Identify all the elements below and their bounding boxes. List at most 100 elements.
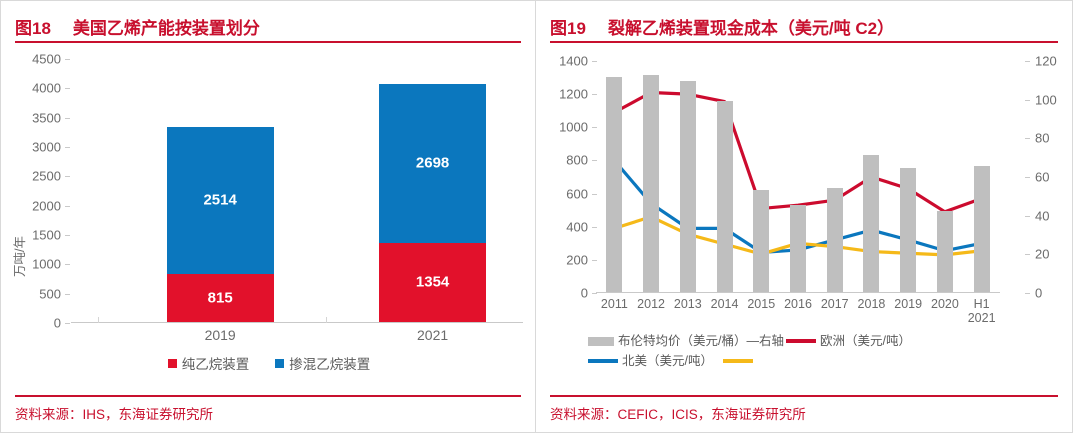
right-chart-bar[interactable] <box>826 187 843 292</box>
right-chart-left-tick-mark <box>592 293 597 294</box>
right-chart-left-tick-mark <box>592 94 597 96</box>
left-chart-y-tick-mark <box>65 264 70 266</box>
right-chart-bar[interactable] <box>716 100 733 292</box>
figure-19-title: 裂解乙烯装置现金成本（美元/吨 C2） <box>607 18 895 38</box>
right-chart-legend-row-2: 北美（美元/吨） <box>588 351 1058 371</box>
right-chart-x-tick-label: 2018 <box>857 297 886 311</box>
right-chart-left-tick-label: 800 <box>566 152 588 168</box>
left-chart-y-axis: 0 500 1000 1500 2000 2500 3000 3500 4000 4500 <box>15 45 70 345</box>
left-chart-bar-2021[interactable]: 1354 2698 <box>379 58 487 322</box>
right-chart-left-tick-mark <box>592 226 597 228</box>
right-chart-left-tick-label: 400 <box>566 219 588 235</box>
north-america-line-swatch-icon <box>588 359 618 363</box>
left-chart-y-tick-mark <box>65 59 70 60</box>
fourth-line-swatch-icon <box>722 359 753 363</box>
left-chart-segment-blended-ethane[interactable]: 2698 <box>379 84 487 243</box>
right-chart-line-series-path <box>612 90 984 214</box>
right-chart-right-tick-label: 40 <box>1035 208 1050 224</box>
right-chart-x-tick-label: 2014 <box>710 297 739 311</box>
left-chart-y-tick-mark <box>65 88 70 90</box>
legend-label-brent: 布伦特均价（美元/桶）—右轴 <box>618 334 784 348</box>
right-chart-bar[interactable] <box>863 154 880 292</box>
left-chart-y-tick-label: 0 <box>53 315 61 331</box>
left-chart-legend-item[interactable]: 纯乙烷装置 <box>167 353 249 373</box>
left-chart-plot-area: 815 2514 1354 2698 <box>71 59 523 323</box>
right-chart-right-y-axis: 0 20 40 60 80 100 120 <box>1023 45 1069 345</box>
right-chart-left-tick-label: 1400 <box>559 53 588 69</box>
left-chart-segment-pure-ethane[interactable]: 1354 <box>379 242 487 322</box>
brent-bar-swatch-icon <box>588 336 614 346</box>
legend-label-north-america: 北美（美元/吨） <box>622 354 713 368</box>
left-chart-segment-blended-ethane[interactable]: 2514 <box>166 126 274 275</box>
right-chart-bar[interactable] <box>679 81 696 292</box>
right-chart-x-tick-label: 2016 <box>784 297 812 311</box>
right-chart-right-tick-mark <box>1025 254 1030 256</box>
right-chart-bar[interactable] <box>606 77 623 292</box>
figure-19-source-rule <box>550 395 1058 397</box>
right-chart-left-y-axis: 0 200 400 600 800 1000 1200 1400 <box>542 45 597 345</box>
right-chart-left-tick-mark <box>592 259 597 261</box>
right-chart-right-tick-mark <box>1025 138 1030 140</box>
left-chart-segment-pure-ethane[interactable]: 815 <box>166 274 274 322</box>
figure-19-title-rule <box>550 41 1058 43</box>
left-chart-value-label: 815 <box>207 289 233 307</box>
left-chart-x-gridline <box>326 317 328 323</box>
left-chart-y-tick-label: 1000 <box>32 256 61 272</box>
right-chart-bar[interactable] <box>936 210 953 292</box>
left-chart-y-tick-label: 2000 <box>32 198 61 214</box>
left-chart-y-tick-label: 3000 <box>32 139 61 155</box>
left-chart-value-label: 1354 <box>415 273 450 291</box>
figure-19-number: 图19 <box>550 18 586 38</box>
right-chart-legend: 布伦特均价（美元/桶）—右轴 欧洲（美元/吨） 北美（美元/吨） <box>588 331 1058 371</box>
right-chart-x-tick-label: 2017 <box>820 297 849 311</box>
right-chart-right-tick-label: 100 <box>1035 92 1057 108</box>
figure-19-panel: 图19 裂解乙烯装置现金成本（美元/吨 C2） 0 200 400 600 800 100… <box>536 0 1073 433</box>
right-chart-x-axis-line <box>596 292 1000 293</box>
left-chart-y-tick-mark <box>65 293 70 295</box>
right-chart-right-tick-label: 60 <box>1035 169 1050 185</box>
right-chart-bar[interactable] <box>643 75 660 292</box>
left-chart-y-tick-label: 4000 <box>32 80 61 96</box>
right-chart-right-tick-mark <box>1025 293 1030 294</box>
left-chart-y-tick-mark <box>65 117 70 119</box>
right-chart-right-tick-label: 20 <box>1035 246 1050 262</box>
figure-18-number: 图18 <box>15 18 51 38</box>
right-chart-right-tick-mark <box>1025 61 1030 62</box>
legend-swatch-icon <box>167 358 177 368</box>
right-chart-x-tick-label: H1 2021 <box>967 297 996 326</box>
legend-label-europe: 欧洲（美元/吨） <box>819 334 911 348</box>
figure-18-title-row: 图18 美国乙烯产能按装置划分 <box>15 11 521 41</box>
figure-18-chart: 万吨/年 0 500 1000 1500 2000 2500 3000 3500 4000 450… <box>1 45 537 372</box>
right-chart-x-tick-label: 2015 <box>747 297 776 311</box>
figure-18-panel: 图18 美国乙烯产能按装置划分 万吨/年 0 500 1000 1500 2000 250… <box>0 0 536 433</box>
right-chart-bar[interactable] <box>900 168 917 292</box>
figure-19-source: 资料来源：CEFIC，ICIS，东海证券研究所 <box>550 407 806 422</box>
right-chart-x-tick-label: 2011 <box>600 297 628 311</box>
figure-19-title-row: 图19 裂解乙烯装置现金成本（美元/吨 C2） <box>550 11 1058 41</box>
legend-label: 掺混乙烷装置 <box>289 357 371 372</box>
right-chart-plot-area <box>596 61 1000 293</box>
right-chart-x-tick-label: 2020 <box>931 297 959 311</box>
right-chart-bar[interactable] <box>753 189 770 292</box>
right-chart-bar[interactable] <box>790 205 806 292</box>
right-chart-x-tick-label: 2019 <box>894 297 923 311</box>
left-chart-y-tick-label: 1500 <box>32 227 61 243</box>
left-chart-y-tick-label: 4500 <box>32 51 61 67</box>
figure-18-source-rule <box>15 395 521 397</box>
left-chart-y-tick-mark <box>65 235 70 236</box>
right-chart-right-tick-mark <box>1025 99 1030 101</box>
right-chart-x-tick-label: 2012 <box>637 297 665 311</box>
right-chart-left-tick-mark <box>592 160 597 162</box>
right-chart-right-tick-label: 80 <box>1035 130 1050 146</box>
right-chart-bar[interactable] <box>973 166 990 292</box>
figure-18-title-rule <box>15 41 521 43</box>
right-chart-left-tick-mark <box>592 61 597 62</box>
left-chart-y-tick-label: 2500 <box>32 168 61 184</box>
right-chart-legend-row-1: 布伦特均价（美元/桶）—右轴 欧洲（美元/吨） <box>588 331 1058 351</box>
left-chart-x-tick-label: 2019 <box>204 327 236 343</box>
left-chart-value-label: 2514 <box>203 191 237 209</box>
right-chart-left-tick-label: 0 <box>580 285 588 301</box>
left-chart-y-tick-label: 3500 <box>32 110 61 126</box>
left-chart-legend-item[interactable]: 掺混乙烷装置 <box>275 353 370 373</box>
left-chart-bar-2019[interactable]: 815 2514 <box>166 58 274 322</box>
